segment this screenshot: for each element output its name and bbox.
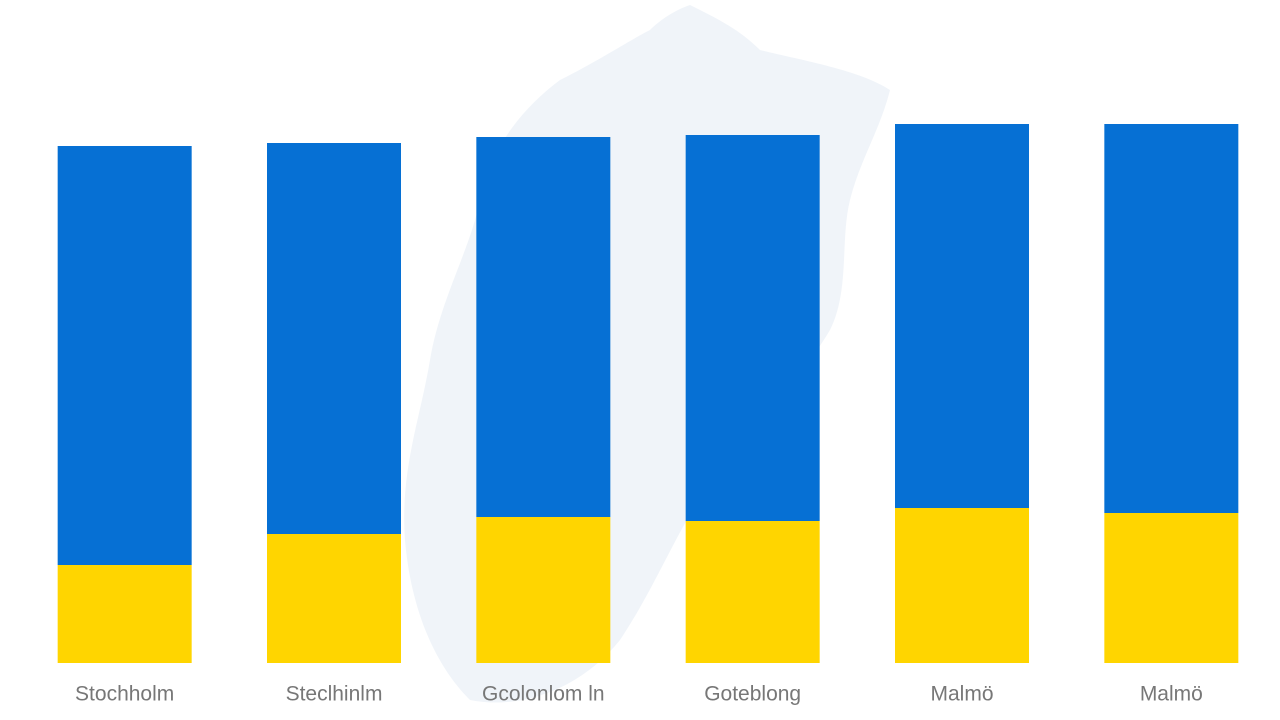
bar-segment: [1104, 124, 1239, 513]
bar-segment: [57, 146, 192, 565]
bar-segment: [267, 143, 401, 534]
x-tick-label: Stochholm: [75, 683, 174, 706]
bar-segment: [685, 521, 820, 663]
x-tick-label: Gcolonlom ln: [482, 683, 605, 706]
x-tick-label: Steclhinlm: [286, 683, 383, 706]
x-tick-label: Malmö: [930, 683, 993, 706]
x-tick-label: Malmö: [1140, 683, 1203, 706]
bar-segment: [895, 124, 1029, 508]
bar-segment: [1104, 513, 1239, 663]
bar-segment: [476, 517, 611, 663]
bar-segment: [476, 137, 611, 517]
bar-segment: [895, 508, 1029, 663]
x-tick-label: Goteblong: [704, 683, 801, 706]
bar-segment: [685, 135, 820, 521]
bar-segment: [57, 565, 192, 663]
bar-segment: [267, 534, 401, 663]
